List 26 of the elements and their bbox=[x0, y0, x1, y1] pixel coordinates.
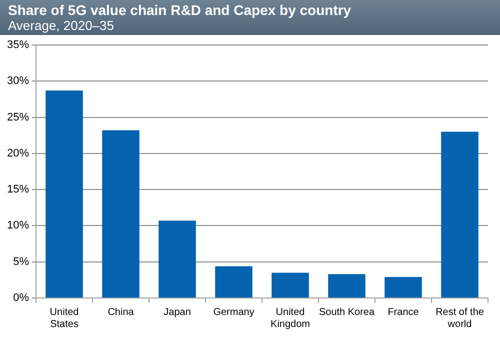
x-tick-label: United Kingdom bbox=[270, 306, 310, 330]
x-tick-label: China bbox=[108, 306, 134, 318]
x-tick-label: Japan bbox=[164, 306, 191, 318]
bar bbox=[328, 274, 366, 298]
bar bbox=[102, 130, 140, 298]
x-tick-label: South Korea bbox=[318, 306, 375, 318]
x-tick-label: Rest of the world bbox=[436, 306, 484, 330]
y-tick-label: 15% bbox=[6, 184, 30, 196]
y-tick-label: 25% bbox=[6, 111, 30, 124]
y-tick-label: 35% bbox=[6, 39, 30, 52]
bar bbox=[215, 266, 252, 298]
y-tick-label: 20% bbox=[6, 147, 30, 160]
bar bbox=[441, 132, 478, 298]
x-tick-label: France bbox=[388, 306, 420, 318]
chart-title: Share of 5G value chain R&D and Capex by country bbox=[8, 2, 352, 18]
x-tick-label: Germany bbox=[213, 306, 254, 318]
y-tick-label: 30% bbox=[6, 75, 30, 88]
bar bbox=[384, 277, 422, 298]
bar bbox=[272, 272, 309, 298]
chart-subtitle: Average, 2020–35 bbox=[8, 18, 116, 33]
bar bbox=[158, 220, 196, 298]
bar bbox=[46, 90, 83, 298]
y-tick-label: 5% bbox=[13, 256, 30, 268]
y-tick-label: 10% bbox=[6, 220, 30, 232]
y-tick-label: 0% bbox=[13, 292, 30, 304]
x-tick-label: United States bbox=[50, 306, 79, 330]
